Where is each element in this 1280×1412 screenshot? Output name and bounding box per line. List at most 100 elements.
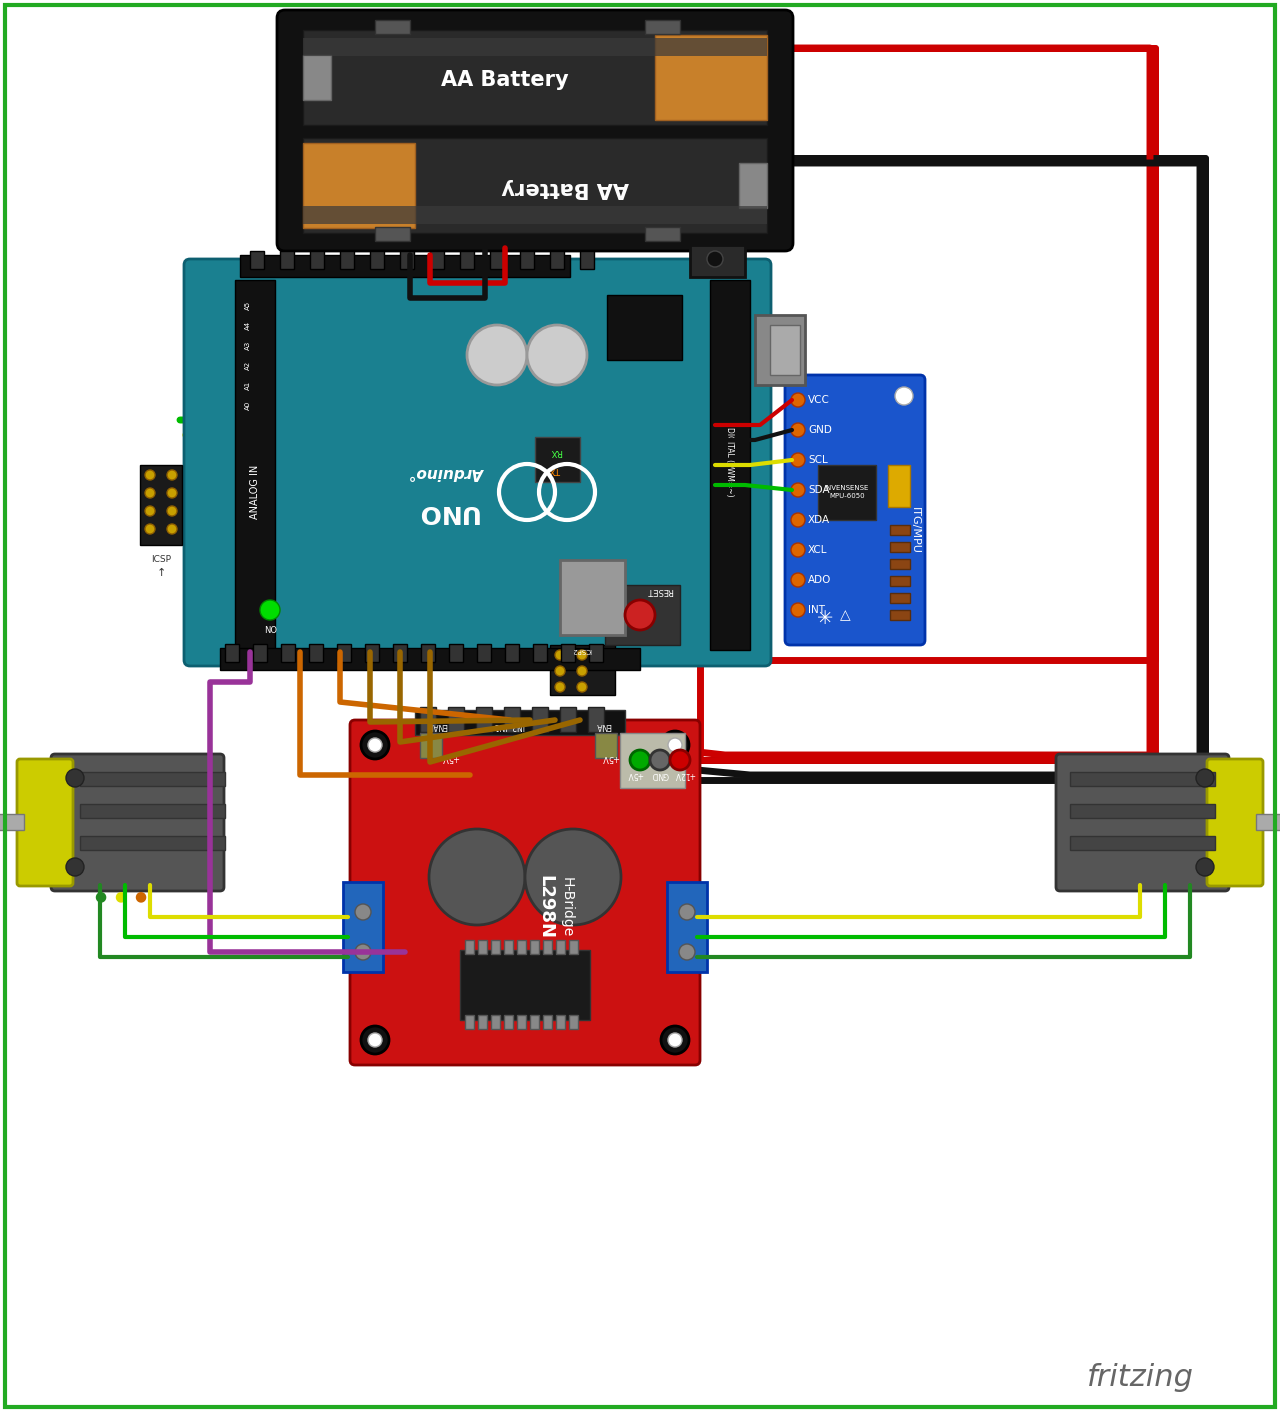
Text: A5: A5 <box>244 301 251 309</box>
Bar <box>430 251 444 270</box>
Circle shape <box>145 470 155 480</box>
Bar <box>890 576 910 586</box>
Text: GND: GND <box>808 425 832 435</box>
Circle shape <box>895 387 913 405</box>
Bar <box>667 882 707 971</box>
FancyBboxPatch shape <box>785 376 925 645</box>
Bar <box>492 940 500 955</box>
FancyBboxPatch shape <box>1207 760 1263 885</box>
Circle shape <box>668 1034 682 1048</box>
FancyBboxPatch shape <box>184 258 771 666</box>
Bar <box>465 940 474 955</box>
Bar <box>337 644 351 662</box>
Bar <box>365 644 379 662</box>
Circle shape <box>145 524 155 534</box>
Bar <box>490 251 504 270</box>
Bar <box>310 251 324 270</box>
Bar <box>303 206 767 225</box>
Bar <box>690 246 745 277</box>
Text: △: △ <box>840 609 850 623</box>
Bar <box>504 707 520 731</box>
Circle shape <box>660 1027 689 1053</box>
Bar <box>535 436 580 481</box>
Bar <box>520 251 534 270</box>
Bar <box>1070 836 1215 850</box>
Text: AA Battery: AA Battery <box>442 71 568 90</box>
Bar <box>620 733 685 788</box>
Bar <box>140 465 182 545</box>
Bar <box>477 1015 486 1029</box>
Bar <box>543 940 552 955</box>
Text: ●: ● <box>114 890 125 904</box>
Bar <box>421 644 435 662</box>
Text: A0: A0 <box>244 401 251 409</box>
Circle shape <box>260 600 280 620</box>
Bar <box>449 644 463 662</box>
Bar <box>415 710 625 736</box>
Bar <box>225 644 239 662</box>
Bar <box>465 1015 474 1029</box>
Circle shape <box>467 325 527 385</box>
Bar <box>595 733 617 758</box>
Bar <box>375 227 410 241</box>
Circle shape <box>1196 770 1213 786</box>
Text: A4: A4 <box>244 321 251 329</box>
Text: VCC: VCC <box>808 395 829 405</box>
Bar <box>504 940 513 955</box>
Circle shape <box>166 524 177 534</box>
Bar <box>655 35 767 120</box>
Bar <box>550 645 614 695</box>
Bar <box>477 644 492 662</box>
Bar <box>477 940 486 955</box>
Bar <box>517 940 526 955</box>
Circle shape <box>361 731 389 760</box>
Text: ON: ON <box>264 623 276 631</box>
Circle shape <box>577 650 588 659</box>
Bar <box>303 30 767 126</box>
Bar <box>561 707 576 731</box>
Text: INVENSENSE
MPU-6050: INVENSENSE MPU-6050 <box>824 486 869 498</box>
Bar <box>532 707 548 731</box>
Bar <box>530 940 539 955</box>
Circle shape <box>791 393 805 407</box>
Circle shape <box>369 738 381 753</box>
Bar <box>236 280 275 650</box>
Bar <box>460 251 474 270</box>
Text: ENAB: ENAB <box>426 722 448 730</box>
Bar <box>543 1015 552 1029</box>
Circle shape <box>429 829 525 925</box>
Bar <box>556 1015 564 1029</box>
Circle shape <box>527 325 588 385</box>
Bar <box>303 38 767 56</box>
Bar <box>343 882 383 971</box>
Bar <box>888 465 910 507</box>
Bar <box>253 644 268 662</box>
Bar <box>370 251 384 270</box>
Circle shape <box>668 738 682 753</box>
Bar <box>79 772 225 786</box>
Bar <box>607 295 682 360</box>
Text: DIGITAL (PWM=~): DIGITAL (PWM=~) <box>726 428 735 497</box>
Circle shape <box>791 513 805 527</box>
Circle shape <box>660 731 689 760</box>
Bar <box>556 940 564 955</box>
Text: fritzing: fritzing <box>1087 1364 1193 1392</box>
Text: ENA: ENA <box>595 722 611 730</box>
Bar <box>79 803 225 818</box>
Circle shape <box>707 251 723 267</box>
Bar <box>393 644 407 662</box>
Circle shape <box>791 424 805 436</box>
Bar <box>250 251 264 270</box>
Bar <box>308 644 323 662</box>
Bar <box>375 20 410 34</box>
Bar <box>890 559 910 569</box>
FancyBboxPatch shape <box>1056 754 1229 891</box>
Bar <box>890 542 910 552</box>
Circle shape <box>556 666 564 676</box>
Circle shape <box>625 600 655 630</box>
Circle shape <box>145 505 155 515</box>
Text: A1: A1 <box>244 380 251 390</box>
Bar <box>580 251 594 270</box>
Text: ↑: ↑ <box>156 568 165 578</box>
Text: ANALOG IN: ANALOG IN <box>250 465 260 520</box>
